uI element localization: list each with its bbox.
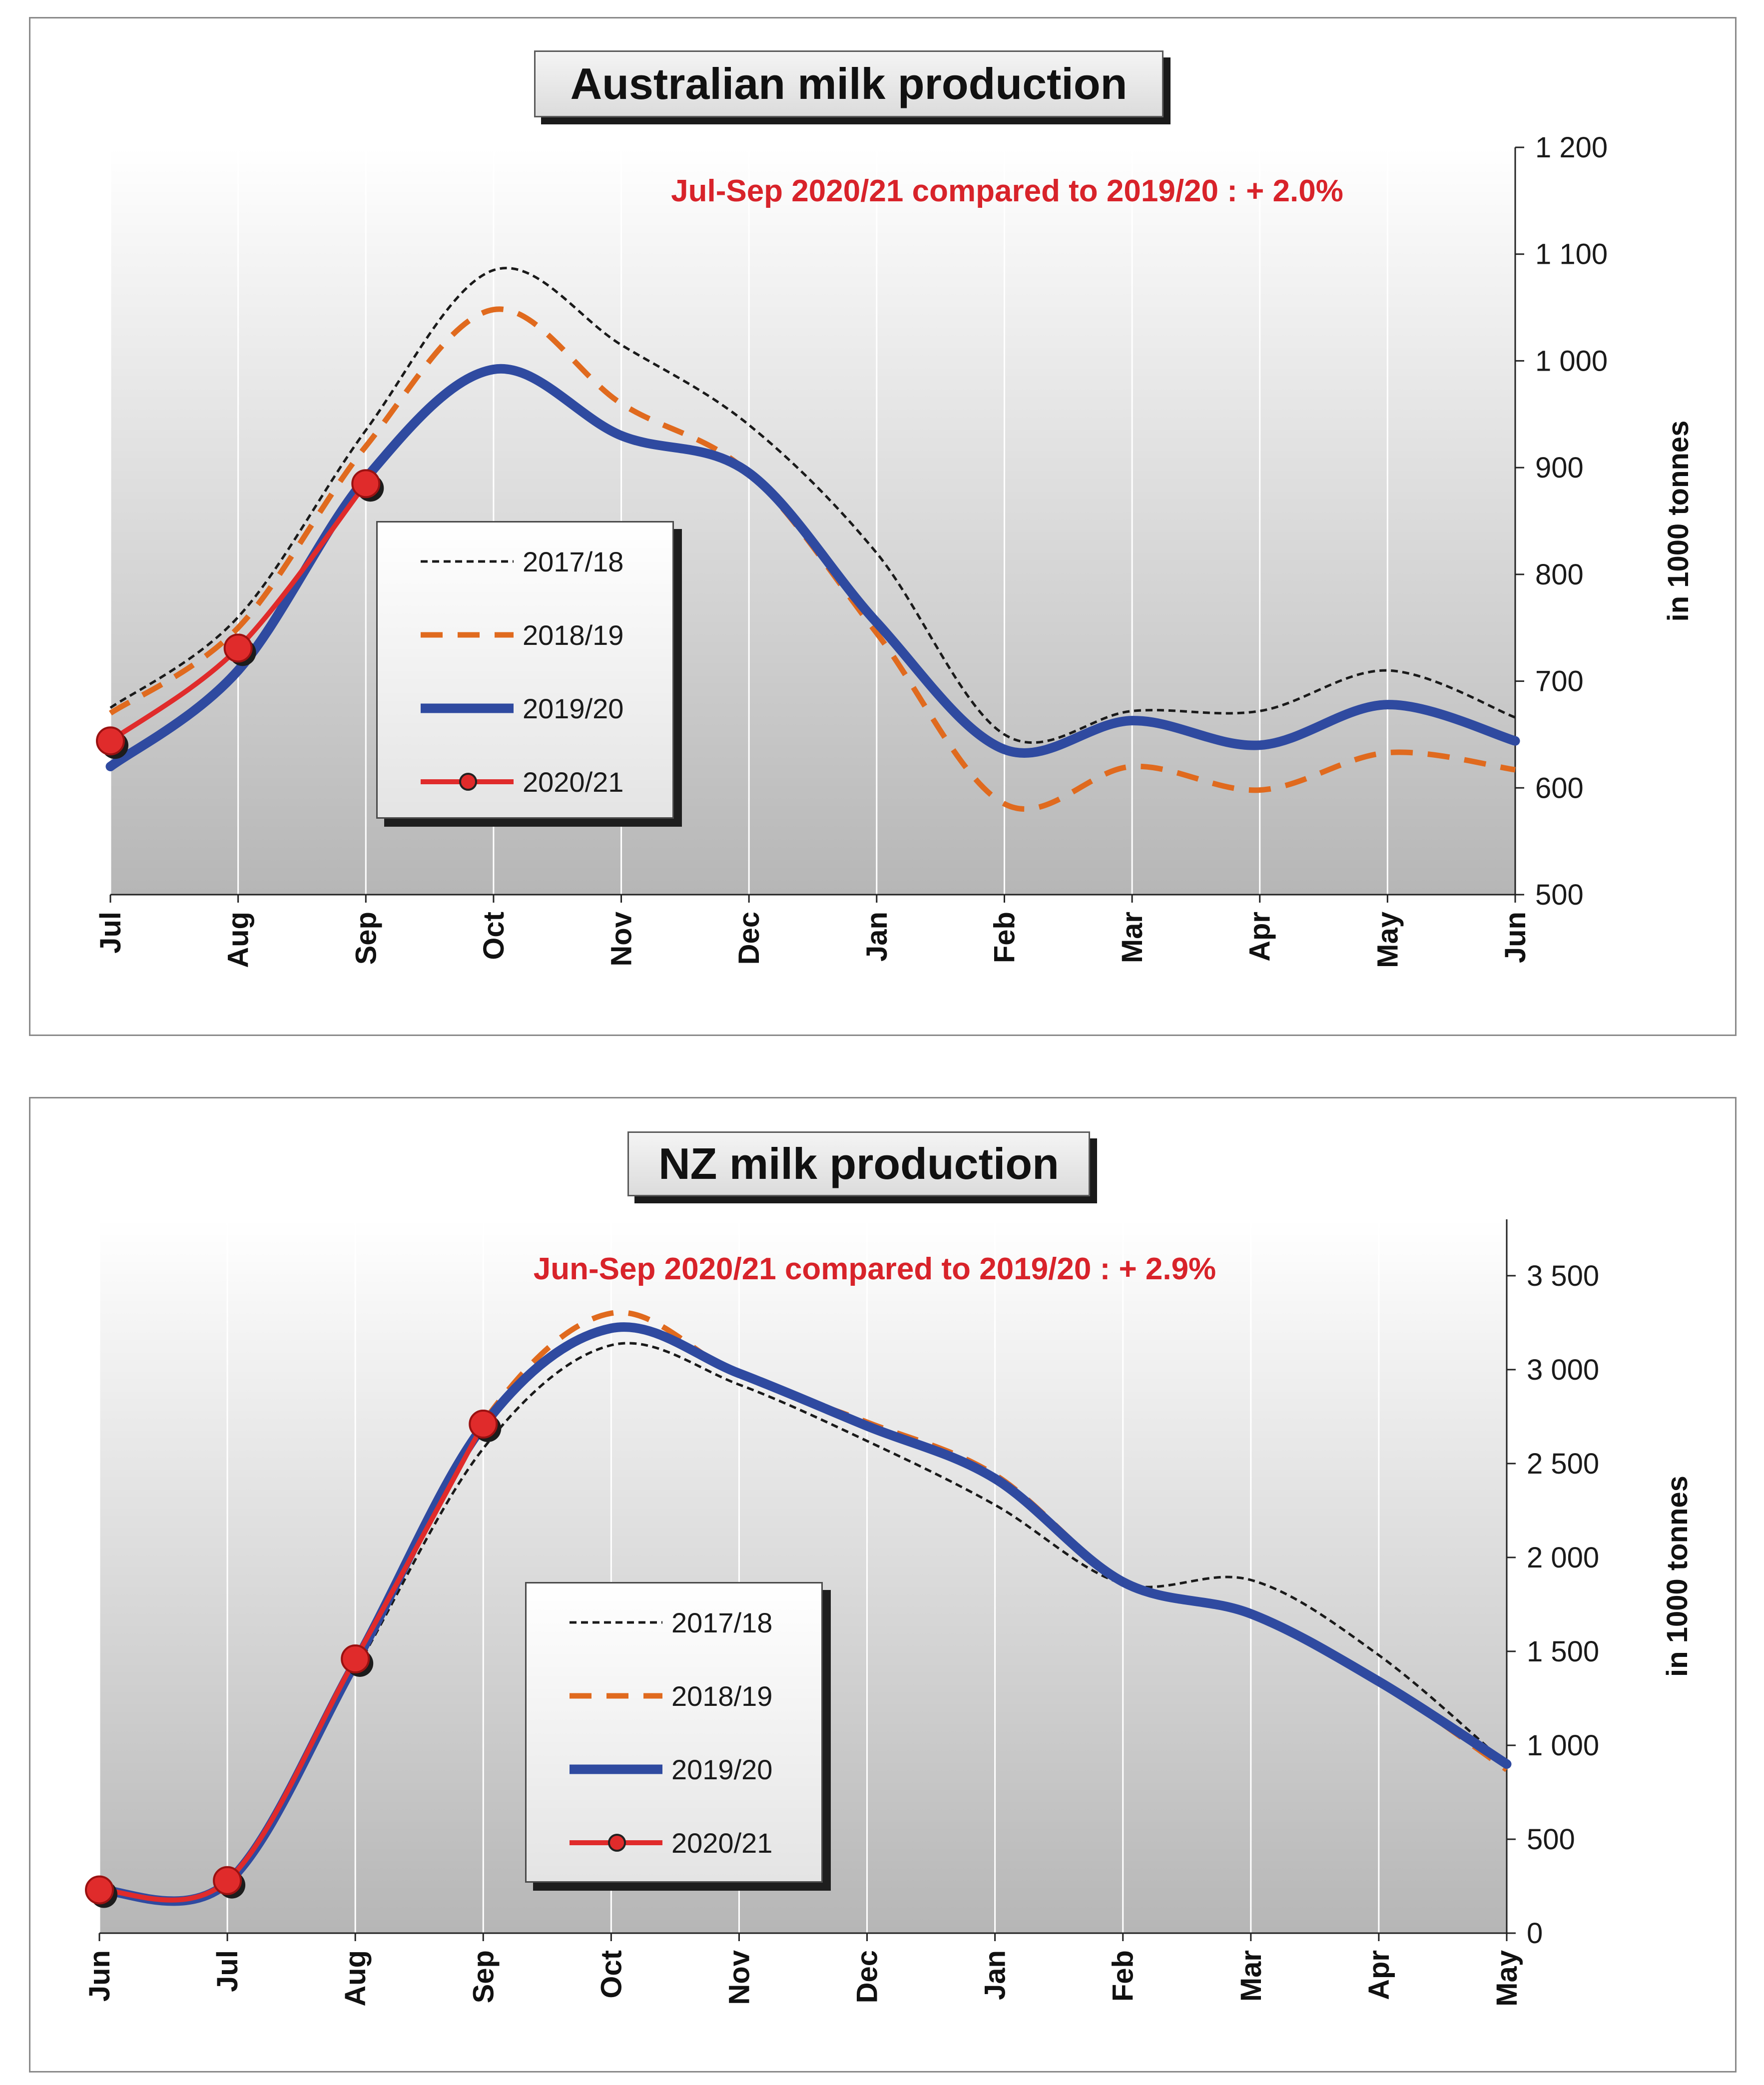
x-tick-label: Jan xyxy=(861,912,893,962)
x-tick-label: Sep xyxy=(350,912,382,965)
y-tick-label: 900 xyxy=(1535,452,1584,484)
legend-label: 2020/21 xyxy=(523,766,624,798)
legend-label: 2018/19 xyxy=(523,619,624,651)
legend-swatch xyxy=(421,632,514,638)
data-point-2020-21 xyxy=(96,726,125,756)
y-tick-label: 1 000 xyxy=(1527,1729,1599,1762)
x-tick-label: Apr xyxy=(1244,912,1276,962)
australia-legend: 2017/18 2018/19 2019/20 2020/21 xyxy=(376,521,674,819)
y-tick-label: 2 000 xyxy=(1527,1542,1599,1574)
x-tick-label: Dec xyxy=(851,1950,884,2003)
legend-item: 2018/19 xyxy=(527,1671,821,1721)
australia-chart: 500 600 700 800 900 1 000 1 100 1 200 Jul Aug Sep O… xyxy=(94,131,1695,968)
x-tick-label: Dec xyxy=(733,912,765,965)
x-tick-label: Jun xyxy=(1499,912,1532,963)
x-tick-label: Jan xyxy=(979,1950,1012,2000)
y-tick-label: 1 000 xyxy=(1535,345,1608,377)
legend-swatch xyxy=(570,1764,662,1774)
x-tick-label: Nov xyxy=(605,912,638,967)
x-tick-label: Jul xyxy=(211,1950,244,1992)
x-tick-label: Jul xyxy=(94,912,127,954)
legend-item: 2017/18 xyxy=(527,1597,821,1647)
data-point-2020-21 xyxy=(469,1409,498,1439)
x-tick-label: Feb xyxy=(988,912,1021,963)
comparison-annotation: Jul-Sep 2020/21 compared to 2019/20 : + … xyxy=(671,174,1343,208)
x-tick-label: Sep xyxy=(467,1950,500,2003)
australia-chart-panel: 500 600 700 800 900 1 000 1 100 1 200 Jul Aug Sep O… xyxy=(29,17,1737,1036)
y-tick-label: 500 xyxy=(1527,1823,1575,1856)
y-tick-label: 600 xyxy=(1535,772,1584,804)
nz-chart: 0 500 1 000 1 500 2 000 2 500 3 000 3 500 Jun Jul… xyxy=(83,1219,1694,2007)
x-tick-label: Feb xyxy=(1107,1950,1140,2002)
nz-chart-panel: 0 500 1 000 1 500 2 000 2 500 3 000 3 500 Jun Jul… xyxy=(29,1097,1737,2073)
y-axis-title: in 1000 tonnes xyxy=(1662,421,1695,622)
legend-item: 2020/21 xyxy=(378,757,672,807)
y-tick-label: 0 xyxy=(1527,1917,1543,1950)
legend-swatch xyxy=(570,1621,662,1624)
x-tick-label: Mar xyxy=(1116,912,1149,963)
x-tick-label: Aug xyxy=(222,912,255,968)
australia-chart-title: Australian milk production xyxy=(534,50,1164,117)
legend-swatch xyxy=(421,560,514,563)
legend-label: 2019/20 xyxy=(671,1754,773,1785)
y-tick-label: 1 100 xyxy=(1535,238,1608,271)
y-tick-label: 800 xyxy=(1535,558,1584,591)
legend-label: 2019/20 xyxy=(523,693,624,724)
legend-label: 2017/18 xyxy=(671,1607,773,1638)
legend-item: 2017/18 xyxy=(378,536,672,586)
data-point-2020-21 xyxy=(85,1875,114,1905)
series-line-2017-18 xyxy=(109,267,1516,744)
x-tick-label: May xyxy=(1371,912,1404,968)
legend-swatch xyxy=(570,1693,662,1699)
x-tick-label: Jun xyxy=(83,1950,116,2002)
y-tick-label: 500 xyxy=(1535,879,1584,911)
y-tick-label: 2 500 xyxy=(1527,1448,1599,1480)
comparison-annotation: Jun-Sep 2020/21 compared to 2019/20 : + … xyxy=(534,1252,1216,1286)
legend-item: 2018/19 xyxy=(378,610,672,660)
x-tick-label: Apr xyxy=(1363,1950,1395,2000)
data-point-2020-21 xyxy=(351,469,381,499)
x-tick-label: Oct xyxy=(478,912,510,960)
legend-label: 2020/21 xyxy=(671,1827,773,1859)
y-tick-label: 3 500 xyxy=(1527,1260,1599,1292)
x-tick-label: Aug xyxy=(339,1950,372,2007)
plot-area xyxy=(110,147,1515,895)
y-tick-label: 700 xyxy=(1535,665,1584,698)
series-line-2020-21 xyxy=(97,1421,486,1903)
legend-item: 2019/20 xyxy=(527,1744,821,1794)
data-point-2020-21 xyxy=(341,1644,370,1673)
legend-swatch xyxy=(421,773,514,791)
x-tick-label: Mar xyxy=(1235,1950,1267,2002)
legend-label: 2017/18 xyxy=(523,546,624,577)
y-tick-label: 1 500 xyxy=(1527,1635,1599,1668)
legend-item: 2020/21 xyxy=(527,1818,821,1868)
legend-swatch xyxy=(421,703,514,713)
data-point-2020-21 xyxy=(213,1866,242,1895)
series-line-2018-19 xyxy=(108,306,1516,812)
nz-legend: 2017/18 2018/19 2019/20 2020/21 xyxy=(525,1582,823,1883)
x-tick-label: Nov xyxy=(723,1950,755,2005)
x-tick-label: May xyxy=(1491,1950,1523,2007)
nz-chart-title: NZ milk production xyxy=(627,1131,1090,1196)
y-axis-title: in 1000 tonnes xyxy=(1661,1476,1694,1677)
legend-swatch xyxy=(570,1834,662,1852)
y-tick-label: 3 000 xyxy=(1527,1354,1599,1386)
data-point-2020-21 xyxy=(223,633,253,663)
x-tick-label: Oct xyxy=(595,1950,627,1999)
legend-label: 2018/19 xyxy=(671,1680,773,1712)
y-tick-label: 1 200 xyxy=(1535,131,1608,164)
legend-item: 2019/20 xyxy=(378,683,672,733)
